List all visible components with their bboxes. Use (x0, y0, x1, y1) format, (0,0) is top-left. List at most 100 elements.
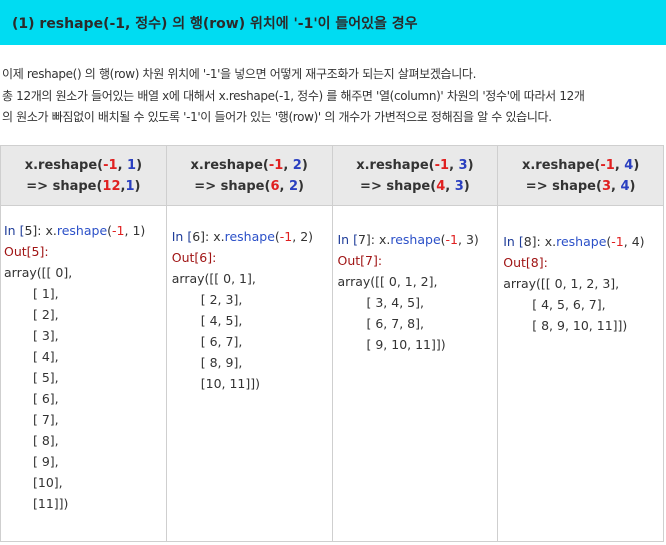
text-segment: 2 (288, 179, 298, 194)
text-segment: 6 (270, 179, 280, 194)
array-line: [ 7], (33, 412, 59, 427)
array-line: [ 2, 3], (200, 292, 243, 307)
table-column: x.reshape(-1, 2) => shape(6, 2) In [6]: x.… (166, 146, 333, 541)
heading-line: => shape(6, 2) (167, 176, 332, 197)
text-segment: 4 (620, 179, 630, 194)
text-segment: ) (633, 158, 640, 173)
text-segment: => shape( (360, 179, 437, 194)
text-segment: ) (298, 179, 304, 194)
text-segment: -1 (103, 158, 118, 173)
array-line: [ 4], (33, 349, 59, 364)
array-line: [ 6], (33, 391, 59, 406)
array-line: [ 6, 7], (200, 334, 243, 349)
array-line: [ 4, 5], (200, 313, 243, 328)
text-segment: In [ (503, 234, 524, 249)
text-segment: -1 (445, 232, 458, 247)
text-segment: => shape( (26, 179, 103, 194)
heading-line: x.reshape(-1, 4) (498, 155, 663, 176)
array-line: [ 8], (33, 433, 59, 448)
text-segment: reshape (56, 223, 108, 238)
text-segment: ( (274, 229, 280, 244)
heading-line: x.reshape(-1, 2) (167, 155, 332, 176)
text-segment: ) (136, 158, 143, 173)
text-segment: , (614, 158, 625, 173)
text-segment: , (445, 179, 455, 194)
text-segment: 4 (436, 179, 446, 194)
text-segment: Out[ (503, 255, 531, 270)
text-segment: 7 (357, 232, 366, 247)
intro-line: 의 원소가 빠짐없이 배치될 수 있도록 '-1'이 들어가 있는 '행(row… (2, 110, 552, 124)
array-line: array([[ 0], (4, 265, 73, 280)
column-body: In [7]: x.reshape(-1, 3) Out[7]: array([[ … (333, 206, 498, 355)
text-segment: => shape( (194, 179, 271, 194)
text-segment: 6 (199, 250, 208, 265)
intro-line: 총 12개의 원소가 들어있는 배열 x에 대해서 x.reshape(-1, … (2, 88, 585, 103)
intro-line: 이제 reshape() 의 행(row) 차원 위치에 '-1'을 넣으면 어… (2, 67, 477, 81)
text-segment: -1 (434, 158, 450, 173)
title-bar: (1) reshape(-1, 정수) 의 행(row) 위치에 '-1'이 들… (0, 0, 666, 45)
text-segment: ) (467, 158, 474, 173)
text-segment: 5 (31, 244, 40, 259)
text-segment: => shape( (525, 179, 602, 194)
text-segment: ( (107, 223, 113, 238)
text-segment: , 3) (458, 232, 479, 247)
column-body: In [8]: x.reshape(-1, 4) Out[8]: array([[ … (498, 206, 663, 336)
text-segment: ]: (538, 255, 548, 270)
text-segment: Out[ (171, 250, 200, 265)
array-line: [ 9, 10, 11]]) (366, 337, 446, 352)
text-segment: 6 (192, 229, 201, 244)
text-segment: 4 (624, 158, 634, 173)
array-line: [ 2], (33, 307, 59, 322)
text-segment: ]: (207, 250, 217, 265)
array-line: [ 8, 9], (200, 355, 243, 370)
array-line: [ 4, 5, 6, 7], (532, 297, 606, 312)
text-segment: ]: x. (32, 223, 57, 238)
column-body: In [6]: x.reshape(-1, 2) Out[6]: array([[ … (167, 206, 332, 394)
text-segment: 1 (125, 179, 135, 194)
column-heading: x.reshape(-1, 2) => shape(6, 2) (166, 146, 332, 206)
code-line: Out[7]: (338, 250, 498, 271)
table-column: x.reshape(-1, 1) => shape(12,1) In [5]: x.… (0, 146, 167, 541)
text-segment: , (117, 158, 128, 173)
array-line: [ 3, 4, 5], (366, 295, 424, 310)
text-segment: x.reshape( (190, 158, 269, 173)
column-heading: x.reshape(-1, 3) => shape(4, 3) (332, 146, 498, 206)
array-line: [ 1], (33, 286, 59, 301)
code-line: In [7]: x.reshape(-1, 3) (338, 229, 498, 250)
table-column: x.reshape(-1, 3) => shape(4, 3) In [7]: x.… (332, 146, 499, 541)
text-segment: In [ (4, 223, 25, 238)
text-segment: reshape (556, 234, 607, 249)
array-line: [ 9], (33, 454, 59, 469)
code-line: In [6]: x.reshape(-1, 2) (172, 226, 332, 247)
text-segment: 3 (601, 179, 611, 194)
array-line: [10], (33, 475, 63, 490)
text-segment: , (449, 158, 459, 173)
array-line: [ 5], (33, 370, 59, 385)
code-line: In [8]: x.reshape(-1, 4) (503, 231, 663, 252)
text-segment: -1 (600, 158, 615, 173)
table: x.reshape(-1, 1) => shape(12,1) In [5]: x.… (0, 145, 664, 542)
text-segment: 2 (292, 158, 302, 173)
text-segment: x.reshape( (356, 158, 435, 173)
array-line: array([[ 0, 1, 2, 3], (503, 276, 620, 291)
text-segment: 3 (458, 158, 468, 173)
text-segment: , (120, 179, 126, 194)
text-segment: ( (606, 234, 612, 249)
text-segment: ) (463, 179, 470, 194)
text-segment: -1 (279, 229, 293, 244)
text-segment: 3 (454, 179, 464, 194)
text-segment: ]: (39, 244, 49, 259)
text-segment: reshape (224, 229, 275, 244)
text-segment: ]: x. (365, 232, 391, 247)
heading-line: x.reshape(-1, 3) (333, 155, 498, 176)
text-segment: x.reshape( (24, 158, 104, 173)
text-segment: , 2) (292, 229, 314, 244)
text-segment: ]: x. (531, 234, 557, 249)
column-heading: x.reshape(-1, 1) => shape(12,1) (1, 146, 166, 206)
column-heading: x.reshape(-1, 4) => shape(3, 4) (498, 146, 663, 206)
text-segment: reshape (390, 232, 441, 247)
text-segment: , 1) (124, 223, 146, 238)
text-segment: Out[ (4, 244, 32, 259)
table-column: x.reshape(-1, 4) => shape(3, 4) In [8]: x.… (498, 146, 664, 541)
